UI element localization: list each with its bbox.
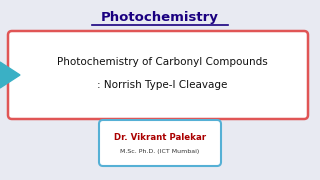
- Text: M.Sc. Ph.D. (ICT Mumbai): M.Sc. Ph.D. (ICT Mumbai): [120, 149, 200, 154]
- Text: Photochemistry: Photochemistry: [101, 12, 219, 24]
- Text: Photochemistry of Carbonyl Compounds: Photochemistry of Carbonyl Compounds: [57, 57, 268, 67]
- Text: : Norrish Type-I Cleavage: : Norrish Type-I Cleavage: [97, 80, 227, 90]
- FancyArrow shape: [0, 62, 20, 88]
- FancyBboxPatch shape: [99, 120, 221, 166]
- Text: Dr. Vikrant Palekar: Dr. Vikrant Palekar: [114, 133, 206, 142]
- FancyBboxPatch shape: [8, 31, 308, 119]
